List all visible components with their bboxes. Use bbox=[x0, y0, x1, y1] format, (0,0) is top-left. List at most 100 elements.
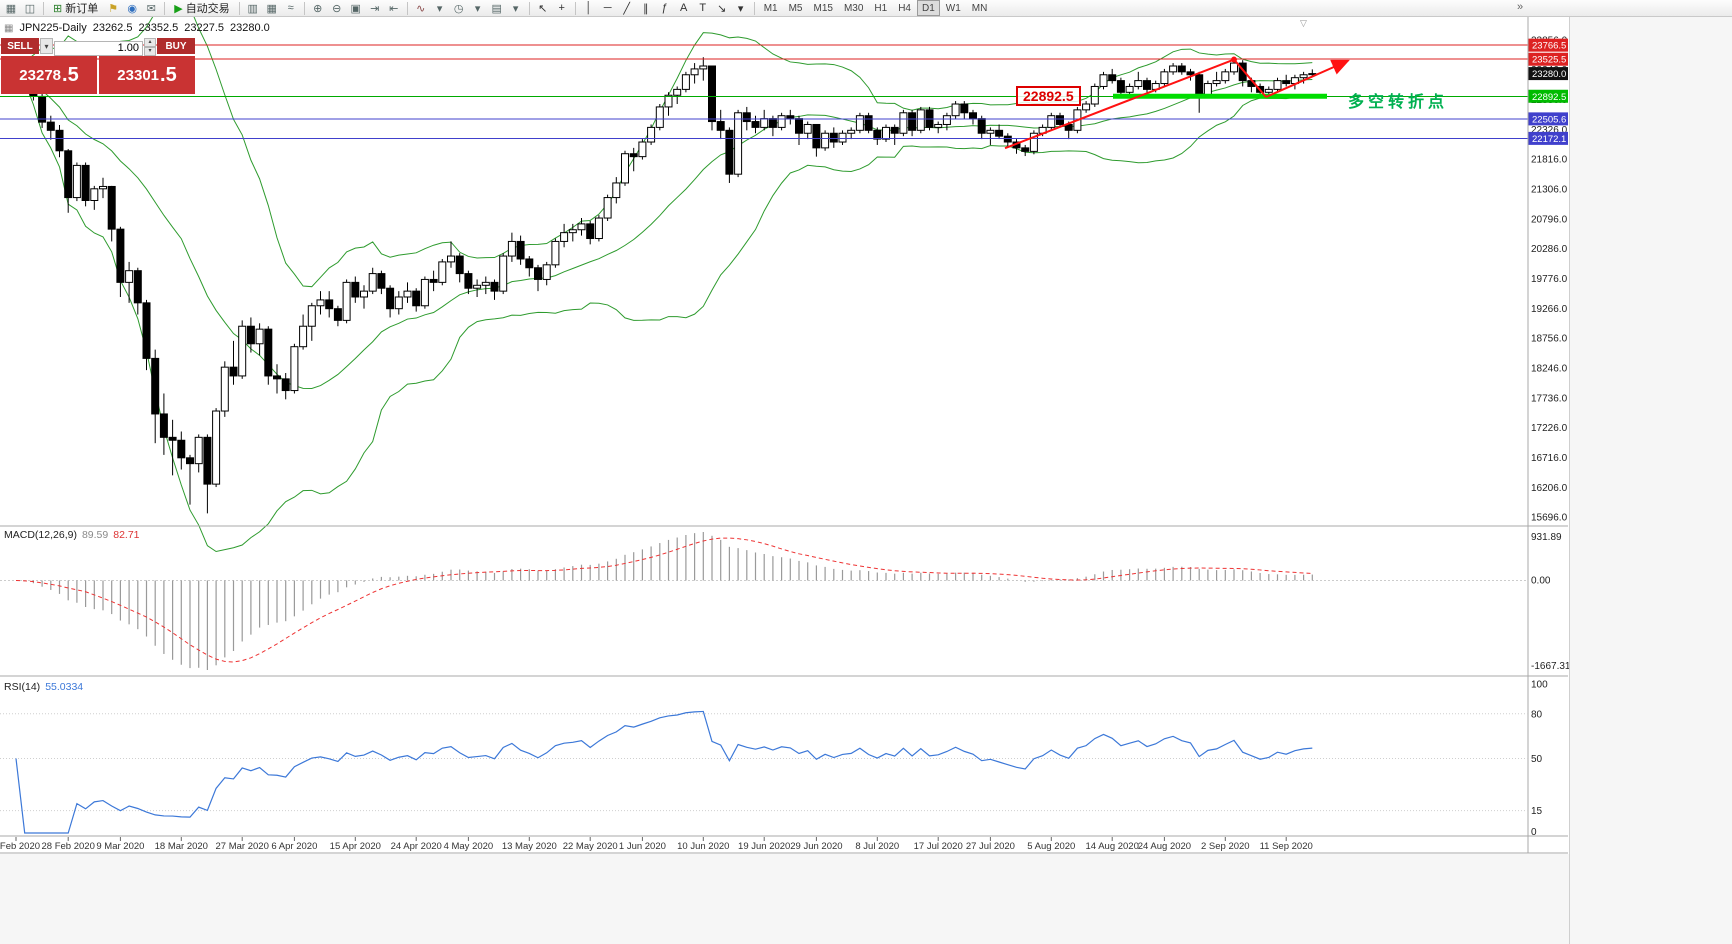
svg-text:23525.5: 23525.5 bbox=[1532, 55, 1566, 66]
trend-line-2[interactable] bbox=[1233, 58, 1267, 98]
price-annotation-box[interactable]: 22892.5 bbox=[1016, 86, 1081, 106]
bollinger-middle-band bbox=[15, 66, 1313, 390]
svg-text:14 Aug 2020: 14 Aug 2020 bbox=[1086, 841, 1139, 852]
zoom-out-icon[interactable]: ⊖ bbox=[332, 2, 342, 15]
candles-type-icon[interactable]: ▦ bbox=[266, 2, 277, 15]
svg-text:20796.0: 20796.0 bbox=[1531, 214, 1568, 225]
periods-icon[interactable]: ◷ bbox=[453, 2, 464, 15]
svg-text:15 Apr 2020: 15 Apr 2020 bbox=[330, 841, 381, 852]
timeframe-m30-button[interactable]: M30 bbox=[843, 2, 864, 14]
chart-profile-icon[interactable]: ◫ bbox=[24, 2, 36, 15]
trade-widget-header: SELL ▾ ▴ ▾ BUY bbox=[1, 38, 195, 56]
trend-arrow[interactable] bbox=[1265, 59, 1350, 98]
rsi-title: RSI(14) bbox=[4, 681, 41, 693]
bar-open: 23262.5 bbox=[92, 22, 133, 34]
svg-text:931.89: 931.89 bbox=[1531, 532, 1562, 543]
crosshair-icon[interactable]: + bbox=[558, 2, 565, 14]
svg-text:80: 80 bbox=[1531, 709, 1543, 720]
svg-text:100: 100 bbox=[1531, 680, 1548, 691]
ohlc-header: ▦ JPN225-Daily 23262.5 23352.5 23227.5 2… bbox=[4, 22, 270, 34]
timeframe-h4-button[interactable]: H4 bbox=[898, 2, 911, 14]
timeframe-mn-button[interactable]: MN bbox=[971, 2, 988, 14]
svg-text:10 Jun 2020: 10 Jun 2020 bbox=[677, 841, 729, 852]
timeframe-w1-button[interactable]: W1 bbox=[945, 2, 961, 14]
community-icon[interactable]: ◉ bbox=[127, 2, 138, 15]
timeframe-m5-button[interactable]: M5 bbox=[788, 2, 803, 14]
trend-line-1[interactable] bbox=[1004, 58, 1235, 150]
svg-text:22172.1: 22172.1 bbox=[1532, 134, 1566, 145]
sell-header[interactable]: SELL bbox=[1, 38, 39, 54]
arrows-caret-icon[interactable]: ▾ bbox=[737, 2, 744, 15]
toolbar-overflow-icon[interactable]: » bbox=[1517, 1, 1524, 13]
svg-text:17 Jul 2020: 17 Jul 2020 bbox=[914, 841, 963, 852]
chart-window-icon[interactable]: ▦ bbox=[5, 2, 17, 15]
line-type-icon[interactable]: ≈ bbox=[287, 2, 294, 14]
svg-text:16206.0: 16206.0 bbox=[1531, 483, 1568, 494]
indicators-caret-icon[interactable]: ▾ bbox=[436, 2, 443, 15]
timeframe-m1-button[interactable]: M1 bbox=[763, 2, 778, 14]
text-label-icon[interactable]: T bbox=[699, 2, 707, 14]
sell-price-frac: .5 bbox=[62, 64, 79, 86]
timeframe-h1-button[interactable]: H1 bbox=[874, 2, 888, 14]
svg-text:23766.5: 23766.5 bbox=[1532, 41, 1566, 52]
periods-caret-icon[interactable]: ▾ bbox=[474, 2, 481, 15]
turning-point-label[interactable]: 多空转折点 bbox=[1348, 94, 1449, 111]
bars-type-icon[interactable]: ▥ bbox=[247, 2, 258, 15]
buy-price-frac: .5 bbox=[160, 64, 177, 86]
buy-button[interactable]: 23301 .5 bbox=[99, 56, 195, 94]
timeframe-d1-button[interactable]: D1 bbox=[917, 0, 940, 16]
volume-input[interactable] bbox=[54, 40, 143, 56]
templates-icon[interactable]: ▤ bbox=[491, 2, 502, 15]
chart-symbol-period: JPN225-Daily bbox=[19, 22, 87, 34]
trade-widget-prices: 23278 .5 23301 .5 bbox=[1, 56, 195, 94]
cursor-icon[interactable]: ↖ bbox=[538, 2, 548, 15]
new-order-button[interactable]: ⊞ 新订单 bbox=[48, 1, 103, 16]
fibonacci-icon[interactable]: ƒ bbox=[661, 2, 668, 14]
svg-text:18 Mar 2020: 18 Mar 2020 bbox=[155, 841, 208, 852]
toolbar-separator bbox=[528, 1, 530, 15]
new-order-button-icon: ⊞ bbox=[53, 2, 63, 15]
volume-up-icon[interactable]: ▴ bbox=[144, 38, 156, 47]
chart-shift-marker-icon: ▽ bbox=[1300, 18, 1307, 28]
sell-button[interactable]: 23278 .5 bbox=[1, 56, 97, 94]
candles-layer bbox=[12, 57, 1317, 514]
autotrading-button[interactable]: ▶ 自动交易 bbox=[169, 1, 234, 16]
volume-down-icon[interactable]: ▾ bbox=[144, 47, 156, 56]
svg-text:18756.0: 18756.0 bbox=[1531, 334, 1568, 345]
chart-shift-icon[interactable]: ⇤ bbox=[389, 2, 399, 15]
templates-caret-icon[interactable]: ▾ bbox=[512, 2, 519, 15]
macd-histogram bbox=[24, 532, 1313, 670]
price-scale[interactable]: 23856.023346.022836.022326.021816.021306… bbox=[1531, 35, 1571, 838]
trade-options-caret-icon[interactable]: ▾ bbox=[40, 38, 53, 54]
timeframe-m15-button[interactable]: M15 bbox=[813, 2, 833, 14]
arrows-icon[interactable]: ↘ bbox=[717, 2, 727, 15]
inbox-icon[interactable]: ✉ bbox=[146, 2, 156, 15]
svg-text:0: 0 bbox=[1531, 827, 1537, 838]
alerts-icon[interactable]: ⚑ bbox=[108, 2, 119, 15]
svg-text:16716.0: 16716.0 bbox=[1531, 453, 1568, 464]
toolbar-separator bbox=[238, 1, 240, 15]
svg-text:15: 15 bbox=[1531, 806, 1543, 817]
auto-scroll-icon[interactable]: ⇥ bbox=[370, 2, 380, 15]
svg-text:-1667.31: -1667.31 bbox=[1531, 661, 1571, 672]
toolbar-separator bbox=[753, 1, 755, 15]
horizontal-line-icon[interactable]: ─ bbox=[603, 2, 612, 14]
indicators-icon[interactable]: ∿ bbox=[416, 2, 426, 15]
zoom-in-icon[interactable]: ⊕ bbox=[313, 2, 323, 15]
vertical-line-icon[interactable]: │ bbox=[585, 2, 593, 14]
text-icon[interactable]: A bbox=[680, 2, 688, 14]
buy-header[interactable]: BUY bbox=[157, 38, 195, 54]
volume-spinner[interactable]: ▴ ▾ bbox=[144, 38, 156, 56]
one-click-trading-widget: SELL ▾ ▴ ▾ BUY 23278 .5 23301 .5 bbox=[1, 38, 195, 94]
tile-windows-icon[interactable]: ▣ bbox=[350, 2, 361, 15]
svg-text:6 Apr 2020: 6 Apr 2020 bbox=[271, 841, 317, 852]
chart-icon: ▦ bbox=[4, 22, 14, 34]
trendline-icon[interactable]: ╱ bbox=[623, 2, 630, 15]
svg-text:13 May 2020: 13 May 2020 bbox=[502, 841, 557, 852]
svg-text:5 Aug 2020: 5 Aug 2020 bbox=[1027, 841, 1075, 852]
svg-text:24 Apr 2020: 24 Apr 2020 bbox=[391, 841, 442, 852]
autotrading-button-label: 自动交易 bbox=[185, 3, 230, 15]
channel-icon[interactable]: ∥ bbox=[642, 2, 649, 15]
